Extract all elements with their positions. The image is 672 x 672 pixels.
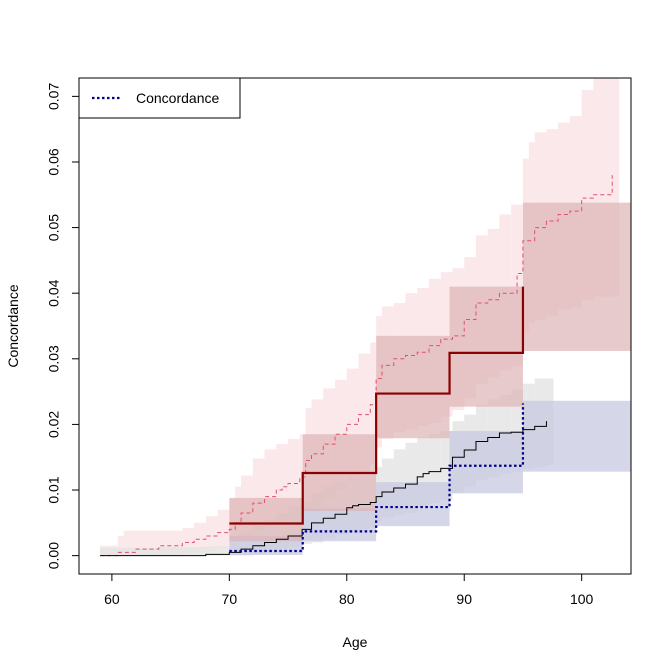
black-ci-band	[158, 547, 206, 556]
blue-bin-band	[449, 430, 523, 494]
x-tick-label: 60	[104, 591, 120, 607]
y-tick-label: 0.02	[46, 411, 62, 438]
red-bin-band	[376, 335, 450, 439]
blue-dotted-concordance-line	[229, 403, 525, 553]
red-dashed-ci-band	[612, 78, 620, 297]
red-dashed-ci-band	[123, 530, 136, 556]
x-tick-label: 70	[222, 591, 238, 607]
x-axis-title: Age	[343, 634, 368, 650]
black-ci-band	[205, 546, 230, 556]
red-dashed-ci-band	[217, 509, 230, 548]
red-dashed-ci-band	[264, 449, 277, 527]
y-tick-label: 0.06	[46, 148, 62, 175]
black-ci-band	[100, 547, 159, 556]
black-ci-band	[393, 449, 406, 515]
x-tick-label: 90	[456, 591, 472, 607]
legend-label-concordance: Concordance	[136, 90, 219, 106]
red-dashed-ci-band	[346, 368, 359, 481]
y-tick-label: 0.01	[46, 476, 62, 503]
red-bin-band	[229, 497, 303, 542]
legend-box	[78, 77, 241, 119]
red-bin-band	[449, 286, 523, 407]
series-lines	[100, 175, 613, 557]
y-tick-label: 0.07	[46, 83, 62, 110]
red-dashed-ci-band	[605, 78, 613, 297]
blue-bin-band	[376, 482, 450, 527]
black-ci-band	[440, 430, 453, 500]
red-dashed-ci-band	[288, 438, 300, 520]
black-ci-band	[417, 437, 429, 507]
blue-bin-band	[302, 508, 377, 542]
confidence-bands	[100, 78, 631, 556]
red-dashed-ci-band	[182, 528, 195, 554]
red-dashed-ci-band	[205, 516, 218, 552]
y-tick-label: 0.00	[46, 542, 62, 569]
y-tick-label: 0.04	[46, 279, 62, 306]
y-axis: 0.00 0.01 0.02 0.03 0.04 0.05 0.06 0.07	[46, 83, 80, 569]
red-dashed-ci-band	[370, 342, 377, 464]
legend: Concordance	[78, 77, 241, 119]
red-dashed-ci-band	[358, 353, 371, 474]
red-dashed-ci-band	[117, 535, 124, 556]
red-dashed-ci-band	[593, 78, 606, 297]
x-axis: 60 70 80 90 100	[104, 573, 594, 607]
blue-bin-band	[522, 400, 631, 472]
red-dashed-ci-band	[252, 458, 265, 531]
red-dashed-ci-band	[194, 522, 206, 553]
red-dashed-line	[100, 175, 613, 557]
red-dashed-ci-band	[581, 89, 594, 300]
black-ci-band	[405, 442, 418, 513]
y-axis-title: Concordance	[5, 284, 21, 367]
x-tick-label: 80	[339, 591, 355, 607]
red-step-line	[229, 286, 525, 525]
y-tick-label: 0.05	[46, 214, 62, 241]
y-tick-label: 0.03	[46, 345, 62, 372]
black-ci-band	[511, 389, 523, 472]
black-cumulative-line	[100, 421, 547, 557]
black-ci-band	[428, 434, 441, 504]
red-dashed-ci-band	[276, 444, 289, 525]
red-bin-band	[522, 202, 631, 351]
x-tick-label: 100	[570, 591, 594, 607]
